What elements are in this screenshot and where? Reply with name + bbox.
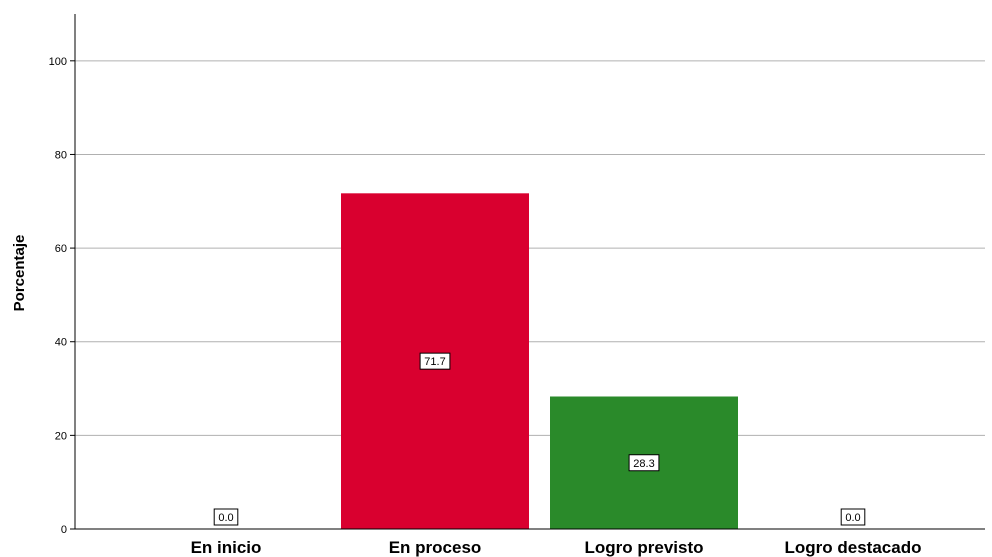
x-category-label: Logro previsto	[584, 538, 703, 557]
x-category-label: Logro destacado	[785, 538, 922, 557]
y-tick-label: 60	[55, 243, 67, 255]
x-category-labels: En inicio En proceso Logro previsto Logro d…	[191, 538, 922, 557]
y-tick-label: 100	[49, 56, 67, 68]
data-label-box	[628, 454, 660, 472]
gridlines	[75, 60, 985, 436]
data-label-box	[419, 352, 451, 370]
data-label-box	[840, 508, 866, 526]
data-label: 71.7	[424, 356, 445, 368]
y-tick-label: 20	[55, 430, 67, 442]
y-tick-label: 80	[55, 149, 67, 161]
y-axis-title: Porcentaje	[11, 235, 28, 312]
axes	[74, 14, 985, 530]
bars	[341, 193, 738, 529]
y-tick-label: 0	[61, 524, 67, 536]
x-category-label: En inicio	[191, 538, 262, 557]
data-label: 28.3	[633, 458, 654, 470]
data-label: 0.0	[845, 512, 860, 524]
y-tick-labels: 0 20 40 60 80 100	[49, 56, 75, 536]
data-label-box	[213, 508, 239, 526]
x-category-label: En proceso	[389, 538, 482, 557]
data-label: 0.0	[218, 512, 233, 524]
y-tick-label: 40	[55, 337, 67, 349]
data-labels: 0.0 71.7 28.3 0.0	[213, 352, 866, 526]
